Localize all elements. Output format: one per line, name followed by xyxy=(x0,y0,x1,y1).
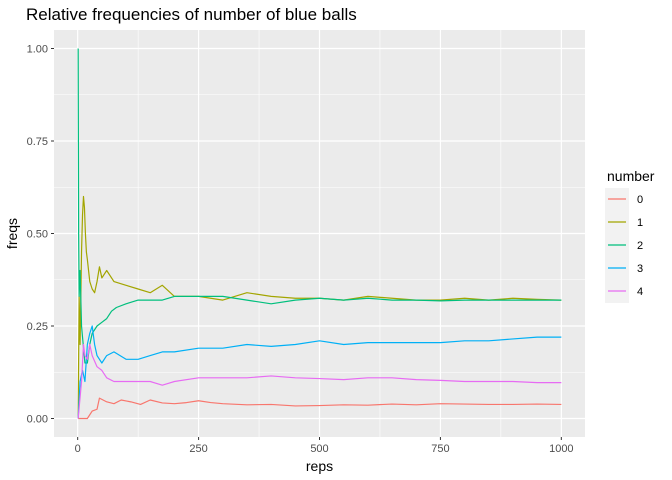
series-lines xyxy=(77,48,562,420)
series-line-2 xyxy=(77,48,562,364)
legend-title: number xyxy=(607,168,655,184)
legend-label-4: 4 xyxy=(637,286,643,298)
legend: number 0 1 2 3 4 xyxy=(605,168,655,303)
y-tick-label: 0.75 xyxy=(27,136,48,148)
y-tick-label: 0.25 xyxy=(27,321,48,333)
legend-label-0: 0 xyxy=(637,194,643,206)
series-line-3 xyxy=(77,325,562,419)
legend-label-3: 3 xyxy=(637,263,643,275)
legend-label-1: 1 xyxy=(637,217,643,229)
y-tick-label: 0.50 xyxy=(27,229,48,241)
legend-label-2: 2 xyxy=(637,240,643,252)
x-tick-label: 750 xyxy=(431,443,449,455)
x-tick-label: 500 xyxy=(310,443,328,455)
x-axis-label: reps xyxy=(306,458,333,474)
x-tick-label: 1000 xyxy=(549,443,573,455)
y-axis-label: freqs xyxy=(4,218,20,249)
y-tick-label: 1.00 xyxy=(27,44,48,56)
series-line-1 xyxy=(77,195,562,419)
y-axis-ticks: 0.00 0.25 0.50 0.75 1.00 xyxy=(27,44,54,426)
legend-keys: 0 1 2 3 4 xyxy=(605,188,643,303)
series-line-4 xyxy=(77,343,562,419)
x-tick-label: 250 xyxy=(189,443,207,455)
chart-title: Relative frequencies of number of blue b… xyxy=(26,5,357,24)
x-tick-label: 0 xyxy=(75,443,81,455)
series-line-0 xyxy=(78,397,562,420)
x-axis-ticks: 0 250 500 750 1000 xyxy=(75,437,574,455)
y-tick-label: 0.00 xyxy=(27,414,48,426)
major-gridlines xyxy=(54,30,585,437)
